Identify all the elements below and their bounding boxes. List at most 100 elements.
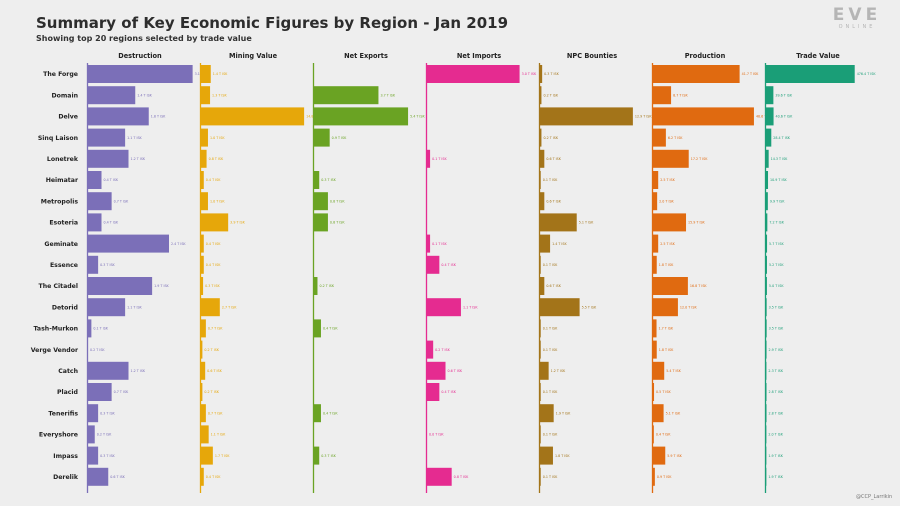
bar-npc-bounties-tash-murkon <box>540 319 541 338</box>
value-label-net-imports-catch: 0.6 T ISK <box>448 369 463 373</box>
value-label-net-imports-essence: 0.4 T ISK <box>441 263 456 267</box>
value-label-net-imports-geminate: 0.1 T ISK <box>432 242 447 246</box>
bar-net-imports-placid <box>427 383 440 401</box>
value-label-net-imports-detorid: 1.1 T ISK <box>463 305 478 309</box>
value-label-mining-value-metropolis: 1.0 T ISK <box>210 199 225 203</box>
bar-destruction-placid <box>88 383 112 401</box>
value-label-net-exports-heimatar: 0.3 T ISK <box>321 178 336 182</box>
bar-destruction-detorid <box>88 298 126 317</box>
bar-destruction-esoteria <box>88 213 102 232</box>
value-label-npc-bounties-catch: 1.2 T ISK <box>551 369 566 373</box>
bar-npc-bounties-heimatar <box>540 171 541 189</box>
value-label-npc-bounties-impass: 1.8 T ISK <box>555 454 570 458</box>
value-label-npc-bounties-the-citadel: 0.6 T ISK <box>546 284 561 288</box>
value-label-npc-bounties-detorid: 5.5 T ISK <box>582 305 597 309</box>
value-label-npc-bounties-verge-vendor: 0.1 T ISK <box>543 348 558 352</box>
bar-mining-value-placid <box>201 383 203 401</box>
bar-mining-value-impass <box>201 446 213 465</box>
bar-mining-value-the-forge <box>201 65 211 83</box>
logo-subtext: ONLINE <box>838 24 876 30</box>
bar-production-detorid <box>653 298 678 317</box>
value-label-net-imports-placid: 0.4 T ISK <box>441 390 456 394</box>
value-label-net-exports-the-citadel: 0.2 T ISK <box>319 284 334 288</box>
bar-destruction-domain <box>88 86 136 105</box>
bar-destruction-everyshore <box>88 425 95 444</box>
bar-production-esoteria <box>653 213 687 232</box>
value-label-mining-value-everyshore: 1.1 T ISK <box>211 433 226 437</box>
value-label-mining-value-domain: 1.3 T ISK <box>212 93 227 97</box>
bar-mining-value-the-citadel <box>201 277 204 295</box>
value-label-trade-value-catch: 2.3 T ISK <box>768 369 783 373</box>
value-label-production-detorid: 12.0 T ISK <box>680 305 698 309</box>
value-label-mining-value-essence: 0.4 T ISK <box>206 263 221 267</box>
bar-net-exports-esoteria <box>314 213 328 232</box>
value-label-net-exports-metropolis: 0.8 T ISK <box>330 199 345 203</box>
value-label-destruction-metropolis: 0.7 T ISK <box>114 199 129 203</box>
value-label-npc-bounties-geminate: 1.4 T ISK <box>552 242 567 246</box>
value-label-production-domain: 8.7 T ISK <box>673 93 688 97</box>
bar-mining-value-esoteria <box>201 213 229 232</box>
bar-destruction-essence <box>88 255 99 274</box>
bar-destruction-the-citadel <box>88 277 153 295</box>
value-label-destruction-delve: 1.8 T ISK <box>151 115 166 119</box>
bar-npc-bounties-sinq-laison <box>540 128 542 147</box>
value-label-trade-value-everyshore: 2.0 T ISK <box>768 433 783 437</box>
value-label-npc-bounties-esoteria: 5.1 T ISK <box>579 221 594 225</box>
column-header-net-exports: Net Exports <box>344 52 388 60</box>
bar-trade-value-the-forge <box>766 65 855 83</box>
value-label-destruction-derelik: 0.6 T ISK <box>110 475 125 479</box>
value-label-net-exports-sinq-laison: 0.9 T ISK <box>332 136 347 140</box>
value-label-net-exports-esoteria: 0.8 T ISK <box>330 221 345 225</box>
value-label-trade-value-derelik: 1.9 T ISK <box>768 475 783 479</box>
value-label-production-sinq-laison: 6.2 T ISK <box>668 136 683 140</box>
bar-mining-value-essence <box>201 255 204 274</box>
value-label-destruction-tenerifis: 0.3 T ISK <box>100 411 115 415</box>
bar-destruction-tash-murkon <box>88 319 92 338</box>
bar-production-essence <box>653 255 657 274</box>
row-label-catch: Catch <box>58 368 78 375</box>
bar-mining-value-delve <box>201 107 305 126</box>
bar-destruction-lonetrek <box>88 149 129 168</box>
value-label-trade-value-sinq-laison: 28.4 T ISK <box>773 136 791 140</box>
bar-net-exports-tenerifis <box>314 404 321 423</box>
bar-net-exports-sinq-laison <box>314 128 330 147</box>
column-header-net-imports: Net Imports <box>457 52 501 60</box>
value-label-production-delve: 48.6 T ISK <box>756 115 774 119</box>
value-label-trade-value-lonetrek: 14.3 T ISK <box>771 157 789 161</box>
row-label-esoteria: Esoteria <box>49 220 78 227</box>
value-label-trade-value-placid: 2.8 T ISK <box>769 390 784 394</box>
bar-production-domain <box>653 86 672 105</box>
bar-mining-value-detorid <box>201 298 220 317</box>
bar-npc-bounties-the-forge <box>540 65 543 83</box>
value-label-npc-bounties-lonetrek: 0.6 T ISK <box>546 157 561 161</box>
row-label-derelik: Derelik <box>53 474 79 481</box>
bar-trade-value-geminate <box>766 234 768 253</box>
bar-mining-value-heimatar <box>201 171 204 189</box>
value-label-production-essence: 1.8 T ISK <box>659 263 674 267</box>
value-label-production-heimatar: 2.5 T ISK <box>660 178 675 182</box>
bar-destruction-derelik <box>88 467 109 486</box>
row-label-domain: Domain <box>51 92 78 99</box>
value-label-net-exports-delve: 5.4 T ISK <box>410 115 425 119</box>
bar-npc-bounties-tenerifis <box>540 404 554 423</box>
value-label-mining-value-geminate: 0.4 T ISK <box>206 242 221 246</box>
bar-npc-bounties-detorid <box>540 298 580 317</box>
bar-mining-value-catch <box>201 361 206 380</box>
bar-trade-value-metropolis <box>766 192 768 211</box>
value-label-mining-value-derelik: 0.4 T ISK <box>206 475 221 479</box>
bar-production-catch <box>653 361 665 380</box>
bar-npc-bounties-essence <box>540 255 541 274</box>
bar-npc-bounties-impass <box>540 446 553 465</box>
value-label-mining-value-tenerifis: 0.7 T ISK <box>208 411 223 415</box>
value-label-npc-bounties-metropolis: 0.6 T ISK <box>546 199 561 203</box>
row-label-impass: Impass <box>53 453 78 460</box>
value-label-npc-bounties-the-forge: 0.3 T ISK <box>544 72 559 76</box>
bar-production-delve <box>653 107 754 126</box>
row-label-verge-vendor: Verge Vendor <box>31 347 79 354</box>
bar-destruction-delve <box>88 107 149 126</box>
value-label-npc-bounties-domain: 0.2 T ISK <box>543 93 558 97</box>
panel-net-exports: Net Exports 3.7 T ISK 5.4 T ISK 0.9 T ISK 0.… <box>312 52 425 493</box>
row-label-the-citadel: The Citadel <box>38 283 78 290</box>
row-label-essence: Essence <box>50 262 78 269</box>
